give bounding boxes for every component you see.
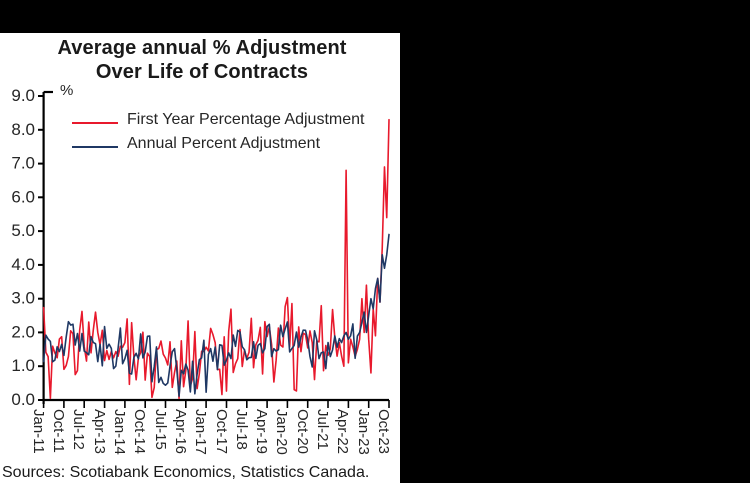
svg-text:5.0: 5.0	[11, 221, 35, 240]
svg-text:3.0: 3.0	[11, 289, 35, 308]
svg-text:6.0: 6.0	[11, 187, 35, 206]
svg-text:8.0: 8.0	[11, 120, 35, 139]
svg-text:0.0: 0.0	[11, 390, 35, 409]
svg-text:7.0: 7.0	[11, 154, 35, 173]
svg-text:4.0: 4.0	[11, 255, 35, 274]
svg-text:1.0: 1.0	[11, 356, 35, 375]
svg-text:2.0: 2.0	[11, 322, 35, 341]
svg-text:9.0: 9.0	[11, 86, 35, 105]
